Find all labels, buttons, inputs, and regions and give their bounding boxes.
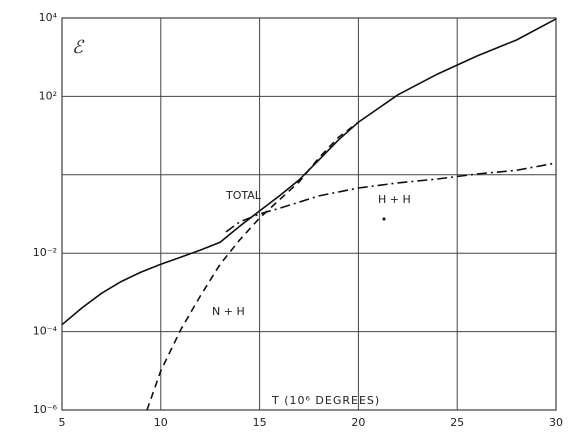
x-tick-label: 20 [351, 416, 365, 429]
series-label: H + H [378, 193, 411, 206]
x-tick-label: 5 [59, 416, 66, 429]
y-tick-label: 10⁻⁶ [33, 403, 58, 416]
series-line [146, 121, 359, 411]
x-tick-label: 10 [154, 416, 168, 429]
series-label: N + H [212, 305, 245, 318]
x-tick-label: 30 [549, 416, 563, 429]
series-line [61, 18, 557, 326]
y-tick-label: 10⁻⁴ [33, 325, 58, 338]
y-axis-label: ℰ [72, 37, 85, 58]
plot-frame [61, 17, 557, 411]
y-tick-label: 10⁴ [39, 11, 58, 24]
series-label: TOTAL [225, 189, 262, 202]
x-axis-label: T (10⁶ DEGREES) [271, 394, 380, 407]
series-line [225, 162, 557, 233]
y-tick-label: 10⁻² [33, 246, 57, 259]
marker-dot [382, 217, 386, 221]
x-tick-label: 25 [450, 416, 464, 429]
y-tick-label: 10² [39, 89, 57, 102]
x-tick-label: 15 [253, 416, 267, 429]
